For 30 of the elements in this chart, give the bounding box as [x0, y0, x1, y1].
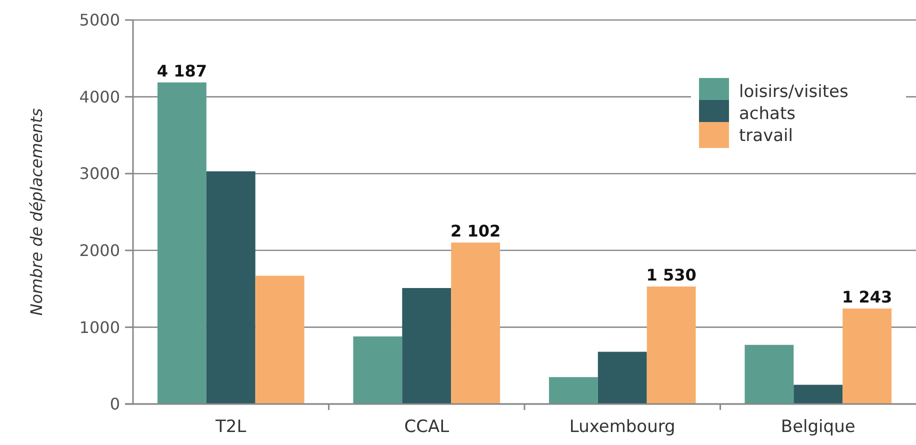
bar: [842, 308, 892, 404]
data-label: 2 102: [450, 222, 501, 241]
y-axis-title: Nombre de déplacements: [27, 108, 46, 316]
data-label: 1 243: [842, 288, 892, 307]
bar: [646, 286, 696, 404]
bar: [451, 242, 500, 404]
bar: [353, 336, 402, 404]
bar: [744, 344, 794, 404]
data-label: 4 187: [156, 61, 207, 80]
y-tick-label: 5000: [79, 10, 120, 30]
legend-label: achats: [739, 104, 796, 124]
x-tick-label: T2L: [214, 417, 247, 437]
x-tick-label: CCAL: [404, 417, 450, 437]
bar: [794, 384, 843, 404]
bar: [206, 171, 256, 404]
legend-label: travail: [739, 126, 793, 146]
y-tick-label: 4000: [79, 87, 120, 106]
bar: [255, 276, 304, 404]
y-tick-label: 0: [110, 394, 120, 414]
y-tick-label: 3000: [79, 164, 120, 184]
bar: [598, 352, 647, 404]
x-tick-label: Belgique: [780, 417, 856, 437]
bar: [157, 82, 206, 404]
x-tick-label: Luxembourg: [569, 417, 676, 437]
data-label: 1 530: [646, 265, 696, 284]
y-tick-label: 1000: [79, 318, 120, 337]
bar: [548, 377, 598, 404]
legend-label: loisirs/visites: [739, 82, 848, 102]
y-tick-label: 2000: [79, 241, 120, 260]
bar: [402, 288, 452, 404]
